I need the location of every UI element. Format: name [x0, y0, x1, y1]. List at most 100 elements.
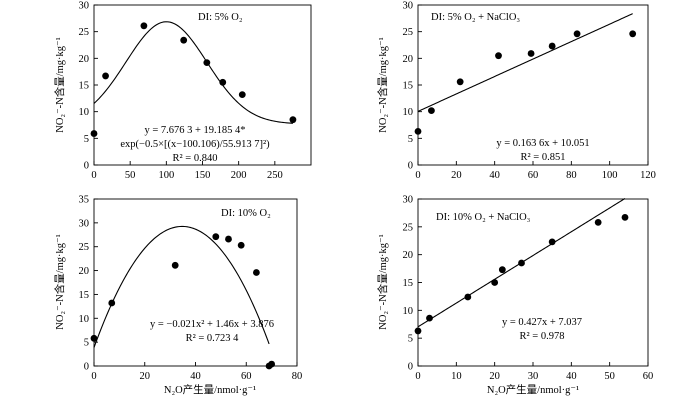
panel-d-x-tick-label: 30 [528, 371, 539, 382]
panel-d-x-tick-label: 40 [566, 371, 577, 382]
panel-a-r2: R² = 0.840 [173, 153, 218, 164]
panel-c-label: DI: 10% O₂ [221, 208, 271, 219]
panel-d-r2: R² = 0.978 [520, 331, 565, 342]
panel-d-data-point [548, 238, 556, 246]
panel-d-data-point [498, 266, 506, 274]
panel-c-x-tick-label: 20 [140, 371, 151, 382]
panel-d-y-tick-label: 5 [408, 334, 413, 345]
panel-a-y-tick-label: 10 [79, 107, 90, 118]
panel-b-x-tick-label: 20 [451, 170, 462, 181]
panel-a-y-tick-label: 0 [84, 161, 89, 172]
panel-a-x-tick-label: 250 [267, 170, 283, 181]
panel-a-x-tick-label: 0 [91, 170, 96, 181]
panel-c-data-point [253, 269, 260, 276]
panel-a-data-point [203, 59, 211, 66]
panel-a-equation-line-2: exp(−0.5×[(x−100.106)/55.913 7]²) [120, 139, 270, 150]
panel-c-equation: y = −0.021x² + 1.46x + 3.876 [150, 319, 274, 330]
panel-a-y-tick-label: 30 [79, 1, 90, 12]
panel-d-ticks: 0 10 20 30 40 50 60 0 5 10 15 20 25 30 [403, 195, 654, 383]
panel-a-label: DI: 5% O₂ [198, 12, 243, 23]
panel-d-x-tick-label: 10 [451, 371, 462, 382]
panel-a-data-point [180, 36, 188, 44]
panel-b-x-tick-label: 0 [415, 170, 420, 181]
panel-a-y-tick-label: 5 [84, 134, 89, 145]
panel-d-y-tick-label: 10 [403, 306, 414, 317]
panel-b-y-tick-label: 25 [403, 27, 414, 38]
panel-b-x-tick-label: 100 [602, 170, 618, 181]
panel-d-equation: y = 0.427x + 7.037 [502, 317, 582, 328]
panel-b-y-tick-label: 30 [403, 1, 414, 12]
panel-b-ylabel: NO₂⁻-N含量/mg·kg⁻¹ [376, 37, 389, 132]
panel-a-ticks: 0 50 100 150 200 250 0 5 10 15 20 25 30 [79, 1, 283, 182]
panel-b-x-tick-label: 60 [528, 170, 539, 181]
panel-a-y-tick-label: 15 [79, 81, 90, 92]
panel-d-x-tick-label: 60 [643, 371, 654, 382]
panel-b-fit-curve [417, 13, 633, 112]
panel-c-ylabel: NO₂⁻-N含量/mg·kg⁻¹ [53, 234, 66, 329]
panel-b-y-tick-label: 0 [408, 161, 413, 172]
panel-c: 0 20 40 60 80 0 5 10 15 20 25 30 35 DI: 10% O₂ y = −… [53, 195, 302, 397]
panel-c-r2: R² = 0.723 4 [186, 333, 240, 344]
panel-c-y-tick-label: 15 [79, 290, 90, 301]
panel-a-data-point [102, 72, 109, 80]
panel-a-y-tick-label: 20 [79, 54, 90, 65]
panel-b-x-tick-label: 40 [489, 170, 500, 181]
panel-d-x-tick-label: 50 [604, 371, 615, 382]
panel-a-data-point [140, 22, 148, 30]
panel-d-data-point [518, 259, 525, 267]
panel-b-y-tick-label: 10 [403, 107, 414, 118]
panel-b-r2: R² = 0.851 [521, 152, 566, 163]
panel-c-xlabel: N₂O产生量/nmol·g⁻¹ [164, 383, 256, 396]
panel-c-data-point [225, 235, 232, 243]
panel-a-data-point [90, 130, 98, 137]
panel-a-data-point [289, 116, 297, 124]
panel-c-data-point [268, 360, 276, 368]
panel-a-data-point [219, 78, 227, 86]
panel-c-y-tick-label: 25 [79, 242, 90, 253]
panel-d-y-tick-label: 30 [403, 195, 414, 206]
panel-c-y-tick-label: 30 [79, 218, 90, 229]
panel-a-data-point [238, 91, 246, 98]
panel-d-y-tick-label: 15 [403, 278, 414, 289]
panel-a-y-tick-label: 25 [79, 27, 90, 38]
panel-a-x-tick-label: 150 [195, 170, 211, 181]
panel-b-x-tick-label: 80 [566, 170, 577, 181]
panel-d: 0 10 20 30 40 50 60 0 5 10 15 20 25 30 DI: 10% O₂ + N… [376, 195, 653, 397]
panel-b-data-point [414, 127, 422, 135]
panel-c-data-point [108, 299, 116, 307]
panel-b-ticks: 0 20 40 60 80 100 120 0 5 10 15 20 25 30 [403, 1, 656, 182]
panel-d-marks [414, 198, 629, 335]
panel-a-marks [90, 21, 297, 137]
panel-d-data-point [464, 293, 472, 301]
panel-b-x-tick-label: 120 [640, 170, 656, 181]
panel-c-y-tick-label: 35 [79, 195, 90, 206]
panel-c-x-tick-label: 0 [91, 371, 96, 382]
panel-d-y-tick-label: 25 [403, 222, 414, 233]
panel-b-data-point [495, 52, 502, 60]
panel-c-x-tick-label: 80 [292, 371, 303, 382]
panel-d-data-point [426, 314, 433, 322]
panel-d-data-point [414, 327, 422, 335]
panel-b-data-point [573, 30, 581, 38]
panel-b-y-tick-label: 15 [403, 81, 414, 92]
panel-b: 0 20 40 60 80 100 120 0 5 10 15 20 25 30 DI: 5% O₂ + … [376, 1, 656, 182]
panel-c-x-tick-label: 60 [241, 371, 252, 382]
panel-b-data-point [629, 30, 637, 38]
panel-a-x-tick-label: 50 [125, 170, 136, 181]
panel-d-xlabel: N₂O产生量/nmol·g⁻¹ [487, 383, 579, 396]
panel-c-fit-curve [93, 225, 270, 348]
panel-c-data-point [237, 241, 245, 249]
panel-b-data-point [548, 42, 556, 50]
panel-c-y-tick-label: 5 [84, 338, 89, 349]
panel-c-y-tick-label: 0 [84, 362, 89, 373]
panel-b-y-tick-label: 20 [403, 54, 414, 65]
panel-c-x-tick-label: 40 [190, 371, 201, 382]
panel-d-ylabel: NO₂⁻-N含量/mg·kg⁻¹ [376, 234, 389, 329]
panel-d-y-tick-label: 20 [403, 250, 414, 261]
panel-b-data-point [428, 107, 435, 114]
panel-a-ylabel: NO₂⁻-N含量/mg·kg⁻¹ [53, 37, 66, 132]
panel-b-equation: y = 0.163 6x + 10.051 [496, 138, 589, 149]
panel-c-marks [90, 225, 276, 370]
panel-d-label: DI: 10% O₂ + NaClO₃ [436, 212, 531, 223]
